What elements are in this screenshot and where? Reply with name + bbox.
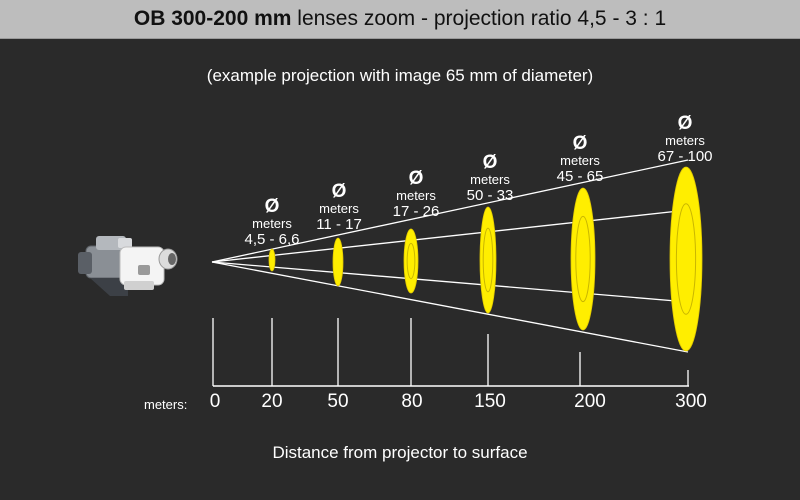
diameter-label: Ø meters 17 - 26 [392, 168, 440, 220]
axis-tick-label: 50 [327, 391, 349, 412]
diameter-unit: meters [252, 216, 292, 231]
projection-ellipses [268, 166, 703, 352]
diameter-symbol: Ø [572, 133, 588, 154]
axis-origin-label: 0 [209, 391, 221, 412]
beam-line [211, 261, 689, 353]
diameter-unit: meters [319, 201, 359, 216]
light-beam [211, 159, 689, 353]
projection-ellipse-inner [575, 215, 591, 303]
subtitle: (example projection with image 65 mm of … [206, 66, 594, 85]
diameter-label: Ø meters 67 - 100 [657, 113, 713, 165]
diameter-range: 50 - 33 [466, 187, 514, 204]
diameter-symbol: Ø [331, 181, 347, 202]
projection-ellipse-inner [406, 242, 416, 280]
title-rest: lenses zoom - projection ratio 4,5 - 3 :… [291, 7, 667, 30]
diameter-label: Ø meters 4,5 - 6,6 [244, 196, 300, 248]
axis-tick-label: 300 [675, 391, 707, 412]
distance-axis [212, 318, 689, 387]
diameter-range: 45 - 65 [556, 168, 604, 185]
title-bold: OB 300-200 mm [133, 7, 292, 30]
title-bar: OB 300-200 mm lenses zoom - projection r… [0, 0, 800, 39]
diameter-unit: meters [396, 188, 436, 203]
beam-line [211, 159, 689, 263]
projection-ellipse-inner [482, 227, 494, 293]
projection-ellipse [332, 237, 344, 287]
projector-icon [78, 236, 178, 296]
diameter-symbol: Ø [677, 113, 693, 134]
projection-ellipse [403, 228, 419, 294]
diameter-range: 11 - 17 [316, 216, 362, 233]
axis-caption: Distance from projector to surface [272, 443, 528, 462]
beam-line [211, 261, 689, 303]
axis-tick-label: 80 [401, 391, 423, 412]
diameter-range: 17 - 26 [392, 203, 440, 220]
diameter-label: Ø meters 50 - 33 [466, 152, 514, 204]
diameter-symbol: Ø [482, 152, 498, 173]
page-title: OB 300-200 mm lenses zoom - projection r… [0, 0, 800, 38]
axis-unit-label: meters: [144, 397, 188, 412]
diameter-label: Ø meters 45 - 65 [556, 133, 604, 185]
projection-ellipse [669, 166, 703, 352]
beam-line [211, 209, 689, 263]
projection-ellipse-inner [675, 203, 697, 315]
diameter-symbol: Ø [408, 168, 424, 189]
diameter-unit: meters [560, 153, 600, 168]
projection-ellipse [268, 248, 276, 272]
diameter-range: 4,5 - 6,6 [244, 231, 300, 248]
axis-tick-label: 20 [261, 391, 283, 412]
diameter-range: 67 - 100 [657, 148, 713, 165]
axis-tick-label: 200 [574, 391, 606, 412]
diameter-unit: meters [470, 172, 510, 187]
axis-tick-label: 150 [474, 391, 506, 412]
diameter-unit: meters [665, 133, 705, 148]
diameter-symbol: Ø [264, 196, 280, 217]
projection-ellipse [570, 187, 596, 331]
projection-ellipse [479, 206, 497, 314]
diameter-label: Ø meters 11 - 17 [316, 181, 362, 233]
